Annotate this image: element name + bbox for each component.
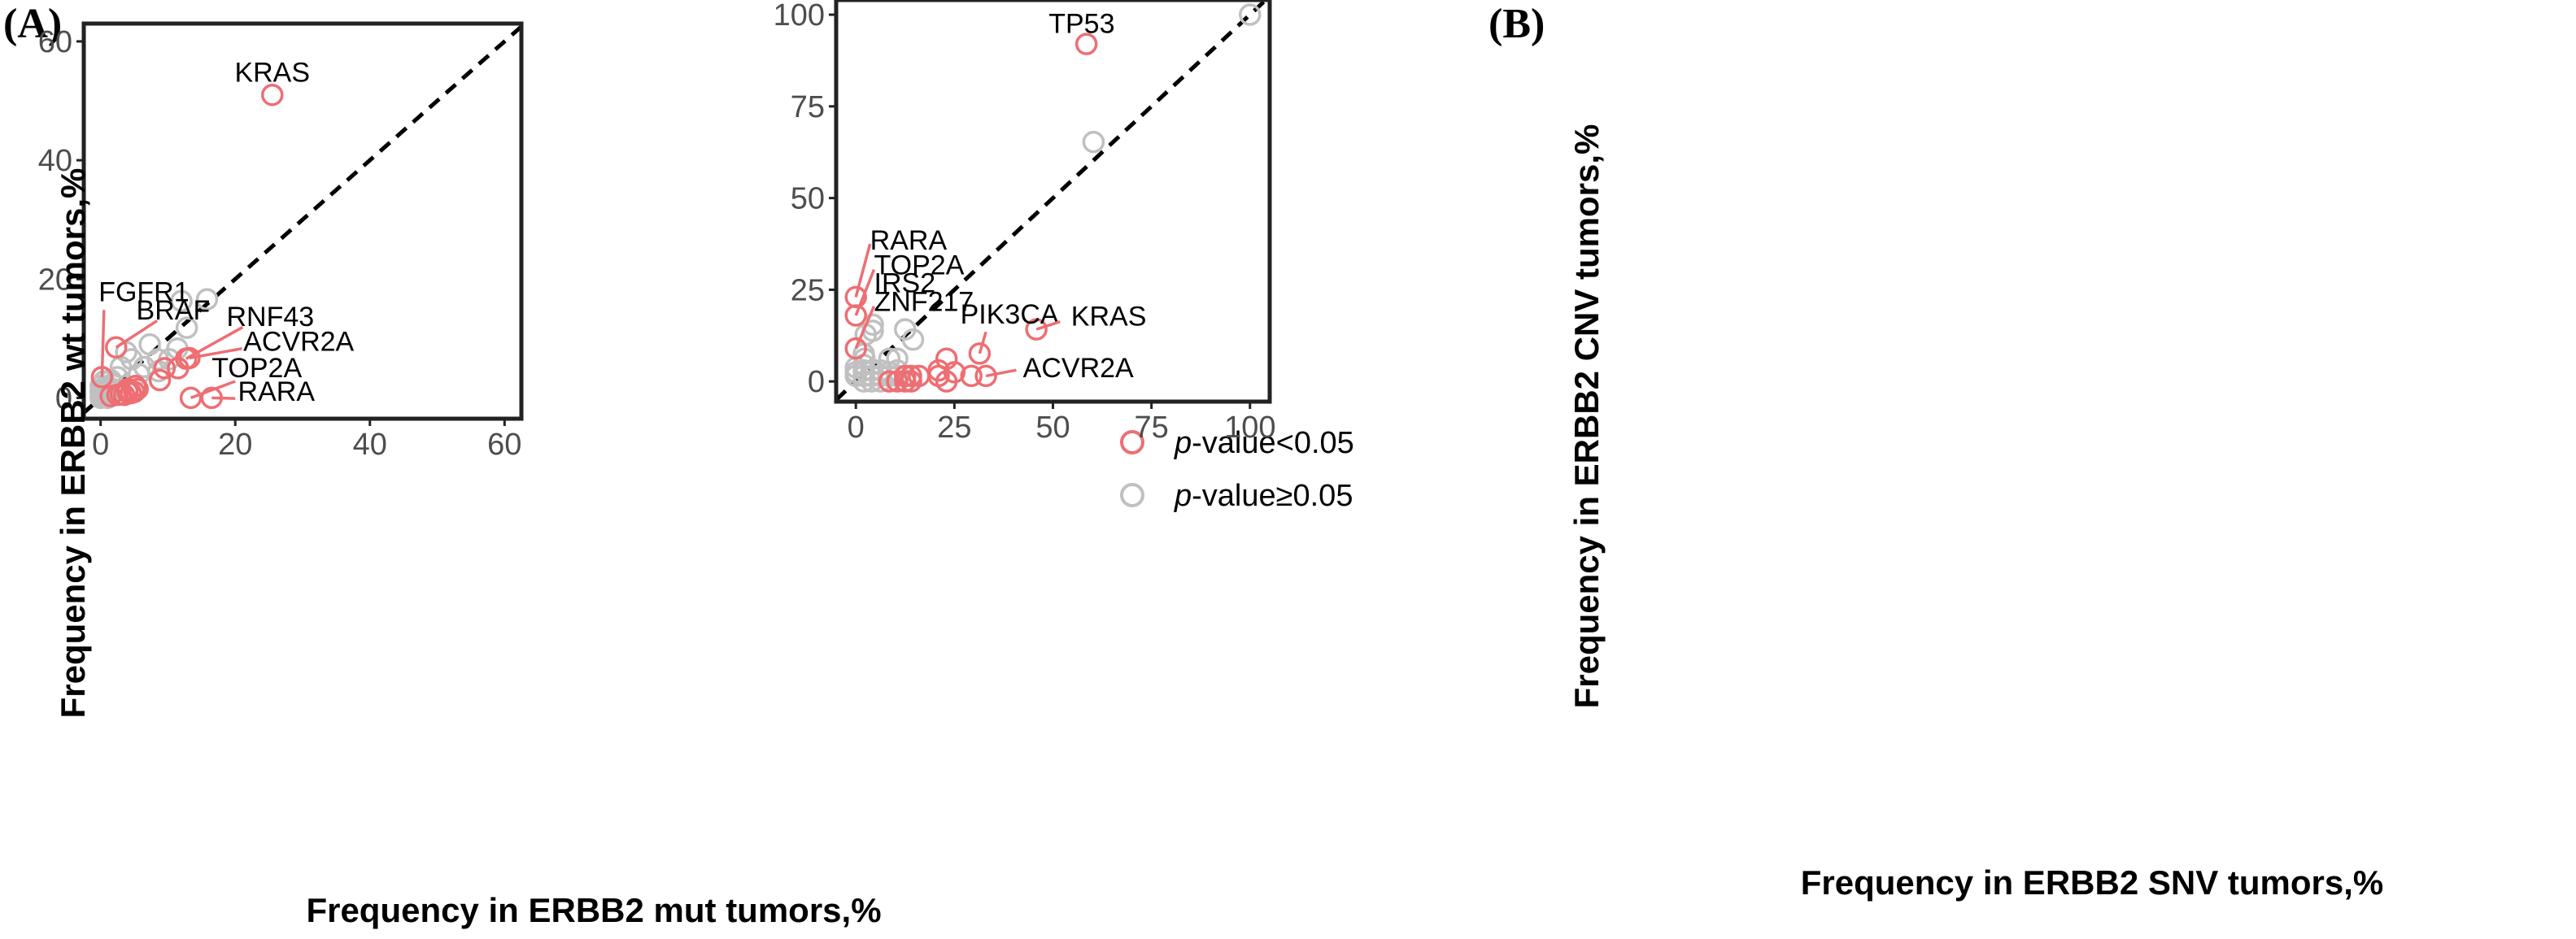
- legend-significant-label: p-value<0.05: [1174, 426, 1354, 460]
- panel-b-y-tick-label: 50: [791, 182, 825, 216]
- panel-a-point-not-significant: [195, 288, 219, 311]
- legend-significant-marker: [1120, 430, 1144, 454]
- panel-b-y-tick-label: 75: [791, 90, 825, 124]
- panel-a-gene-label: BRAF: [137, 295, 211, 326]
- panel-a-gene-label: RARA: [238, 376, 316, 407]
- panel-b-label-leader-line: [978, 331, 987, 354]
- legend: p-value<0.05 p-value≥0.05: [1120, 426, 1354, 513]
- panel-b-gene-label: RARA: [870, 225, 948, 256]
- panel-b-label-leader-line: [854, 243, 872, 298]
- panel-a-point-significant: [104, 336, 128, 359]
- panel-b-point-significant: [1025, 318, 1048, 341]
- panel-b-point-significant: [886, 370, 909, 393]
- panel-b-x-tick-label: 0: [848, 411, 865, 445]
- panel-b-point-significant: [935, 370, 958, 393]
- panel-a-y-axis-title: Frequency in ERBB2 wt tumors,%: [54, 168, 92, 719]
- panel-b-y-tick-label: 0: [808, 365, 825, 399]
- legend-significant-prefix: p: [1174, 426, 1192, 460]
- panel-a-point-significant: [116, 380, 139, 403]
- panel-b-point-not-significant: [852, 370, 875, 393]
- panel-b-diagonal-reference-line: [835, 0, 1267, 402]
- panel-a-point-not-significant: [170, 289, 193, 313]
- panel-a-point-not-significant: [175, 316, 198, 339]
- panel-a-y-tick-label: 0: [55, 381, 72, 415]
- panel-b-point-significant: [974, 364, 997, 388]
- panel-b-point-significant: [900, 370, 922, 393]
- panel-b-point-significant: [968, 342, 992, 365]
- panel-b-gene-label: KRAS: [1071, 302, 1147, 333]
- panel-a-point-significant: [148, 368, 172, 392]
- panel-b-label-leader-line: [1035, 320, 1061, 331]
- panel-b-point-not-significant: [1082, 130, 1105, 154]
- panel-b-point-significant: [894, 370, 917, 393]
- panel-b-x-tick-label: 50: [1035, 411, 1070, 445]
- panel-a-gene-label: RNF43: [226, 302, 314, 333]
- panel-a-label-leader-line: [185, 325, 244, 360]
- panel-a-gene-label: KRAS: [234, 58, 310, 89]
- panel-b-y-tick-label: 100: [774, 0, 825, 33]
- panel-a-x-tick-label: 0: [92, 428, 109, 462]
- panel-b-gene-label: ZNF217: [874, 287, 974, 318]
- panel-b-point-significant: [1074, 33, 1098, 55]
- legend-significant-suffix: -value<0.05: [1192, 426, 1354, 460]
- panel-b-gene-label: TP53: [1048, 9, 1114, 40]
- panel-b-point-significant: [844, 337, 867, 360]
- panel-b-y-axis-title: Frequency in ERBB2 CNV tumors,%: [1567, 124, 1606, 709]
- panel-b-label-leader-line: [985, 368, 1017, 378]
- panel-b-x-tick-label: 75: [1134, 411, 1168, 445]
- panel-b-gene-label: PIK3CA: [961, 299, 1059, 330]
- panel-a-point-significant: [99, 385, 122, 407]
- legend-not-significant-marker: [1120, 483, 1144, 507]
- panel-b-point-significant: [960, 364, 983, 388]
- legend-not-significant-suffix: -value≥0.05: [1192, 479, 1353, 513]
- panel-a-gene-label: FGFR1: [98, 276, 189, 307]
- panel-a-gene-label: ACVR2A: [243, 327, 354, 358]
- panel-b-point-significant: [878, 370, 901, 393]
- panel-a-label-leader-line: [189, 347, 242, 360]
- panel-b-gene-label: ACVR2A: [1023, 353, 1134, 384]
- panel-a-label-leader-line: [190, 380, 236, 400]
- panel-a-point-significant: [167, 357, 190, 380]
- panel-a-point-significant: [153, 357, 177, 380]
- panel-b-point-significant: [900, 364, 922, 388]
- panel-a-gene-label: TOP2A: [211, 353, 302, 384]
- panel-b-label-leader-line: [854, 306, 876, 350]
- panel-a-label-leader-line: [100, 310, 106, 377]
- panel-a-x-tick-label: 40: [353, 428, 387, 462]
- panel-b-tag: (B): [1489, 1, 1545, 47]
- panel-b-point-not-significant: [1239, 3, 1262, 26]
- panel-a-y-tick-label: 40: [38, 144, 72, 178]
- panel-a-point-significant: [261, 83, 284, 107]
- panel-b-point-significant: [844, 304, 867, 327]
- panel-b-x-axis-title: Frequency in ERBB2 SNV tumors,%: [1801, 863, 2383, 902]
- panel-a-x-tick-label: 60: [487, 428, 521, 462]
- panel-b-label-leader-line: [854, 268, 876, 316]
- panel-a-x-tick-label: 20: [218, 428, 252, 462]
- panel-a-point-not-significant: [138, 333, 161, 356]
- panel-b-point-not-significant: [901, 328, 925, 351]
- panel-b-x-tick-label: 25: [937, 411, 971, 445]
- legend-not-significant-prefix: p: [1174, 479, 1192, 513]
- panel-a-tag: (A): [3, 1, 62, 47]
- panel-a-y-tick-label: 60: [38, 25, 72, 59]
- panel-a-plot-border: [81, 21, 524, 421]
- panel-b-x-tick-label: 100: [1224, 411, 1275, 445]
- panel-b-point-not-significant: [860, 370, 883, 393]
- legend-not-significant-label: p-value≥0.05: [1174, 479, 1353, 513]
- panel-a-label-leader-line: [115, 319, 159, 349]
- panel-b-gene-label: IRS2: [874, 268, 936, 299]
- panel-b-gene-label: TOP2A: [874, 250, 965, 280]
- panel-b-y-tick-label: 25: [791, 273, 825, 307]
- panel-a-x-axis-title: Frequency in ERBB2 mut tumors,%: [306, 891, 881, 929]
- panel-a-y-tick-label: 20: [38, 263, 72, 297]
